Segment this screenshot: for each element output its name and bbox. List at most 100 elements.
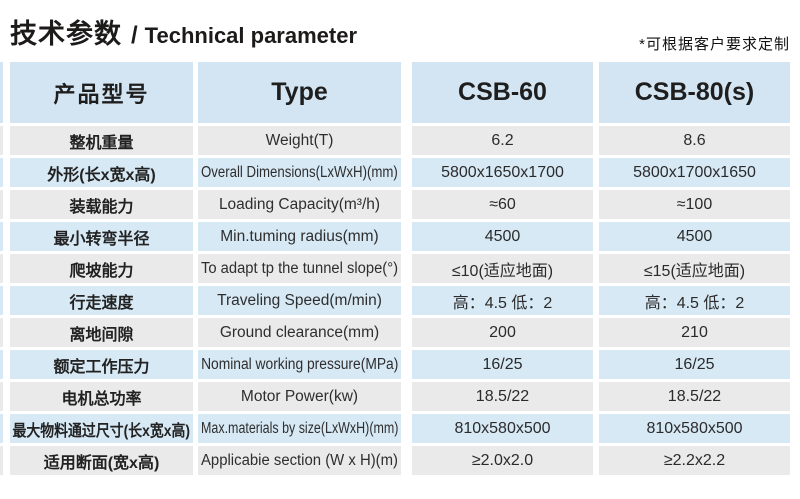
spec-row-value-csb-80s: 8.6 — [599, 126, 790, 155]
page-title: 技术参数 / Technical parameter — [10, 12, 357, 51]
spec-row-zh-label: 整机重量 — [69, 134, 134, 152]
spec-value-csb-80s: 4500 — [676, 227, 713, 245]
spec-row-en-label-cell: Nominal working pressure(MPa) — [198, 350, 401, 379]
spec-row-zh-label: 离地间隙 — [69, 326, 134, 344]
strip-row-block — [0, 286, 3, 315]
spec-value-csb-80s: 8.6 — [683, 131, 706, 149]
spec-value-csb-60: 200 — [489, 323, 516, 341]
spec-row-value-csb-80s: 5800x1700x1650 — [599, 158, 790, 187]
spec-row-zh-label: 适用断面(宽x高) — [43, 454, 160, 472]
spec-value-csb-80s: ≤15(适应地面) — [643, 262, 746, 280]
spec-row-zh-label-cell: 最小转弯半径 — [10, 222, 193, 251]
spec-row-value-csb-60: 高：4.5 低：2 — [412, 286, 593, 315]
spec-row-zh-label: 电机总功率 — [61, 390, 142, 408]
spec-value-csb-60: ≥2.0x2.0 — [471, 451, 534, 469]
spec-value-csb-60: 5800x1650x1700 — [441, 163, 564, 181]
spec-row-en-label: To adapt tp the tunnel slope(°) — [200, 259, 399, 277]
spec-row-value-csb-60: 6.2 — [412, 126, 593, 155]
spec-row-value-csb-60: 18.5/22 — [412, 382, 593, 411]
page-title-separator: / — [131, 22, 138, 49]
spec-row-value-csb-60: 5800x1650x1700 — [412, 158, 593, 187]
header-label-csb-80s: CSB-80(s) — [634, 78, 755, 106]
header-label-product-model: 产品型号 — [53, 81, 150, 107]
spec-row-en-label: Loading Capacity(m³/h) — [218, 195, 381, 213]
technical-parameter-table: 产品型号 Type CSB-60 CSB-80(s) 整机重量 Weight(T… — [10, 62, 790, 475]
spec-row-value-csb-80s: ≈100 — [599, 190, 790, 219]
spec-row-zh-label-cell: 额定工作压力 — [10, 350, 193, 379]
strip-row-block — [0, 350, 3, 379]
spec-row-value-csb-60: 4500 — [412, 222, 593, 251]
spec-row-en-label: Min.tuming radius(mm) — [220, 227, 379, 245]
spec-row-zh-label-cell: 爬坡能力 — [10, 254, 193, 283]
spec-row-value-csb-80s: ≥2.2x2.2 — [599, 446, 790, 475]
spec-row-zh-label-cell: 行走速度 — [10, 286, 193, 315]
strip-row-block — [0, 190, 3, 219]
spec-row-en-label: Motor Power(kw) — [240, 387, 359, 405]
spec-row-en-label-cell: Traveling Speed(m/min) — [198, 286, 401, 315]
spec-row-zh-label: 最大物料通过尺寸(长x宽x高) — [12, 422, 191, 440]
spec-value-csb-60: 高：4.5 低：2 — [452, 294, 553, 312]
header-cell-csb-60: CSB-60 — [412, 62, 593, 123]
spec-row-zh-label: 外形(长x宽x高) — [47, 166, 156, 184]
spec-row-value-csb-80s: 16/25 — [599, 350, 790, 379]
spec-row-en-label: Ground clearance(mm) — [219, 323, 380, 341]
spec-value-csb-60: ≈60 — [489, 195, 516, 213]
spec-row-zh-label-cell: 外形(长x宽x高) — [10, 158, 193, 187]
spec-row-en-label-cell: Min.tuming radius(mm) — [198, 222, 401, 251]
spec-row-zh-label: 行走速度 — [69, 294, 134, 312]
spec-value-csb-60: 16/25 — [482, 355, 523, 373]
spec-row-en-label-cell: Max.materials by size(LxWxH)(mm) — [198, 414, 401, 443]
spec-value-csb-60: 6.2 — [491, 131, 514, 149]
spec-row-zh-label: 最小转弯半径 — [53, 230, 150, 248]
spec-row-value-csb-80s: ≤15(适应地面) — [599, 254, 790, 283]
page-title-en: Technical parameter — [144, 23, 358, 48]
header-cell-product-model: 产品型号 — [10, 62, 193, 123]
spec-row-en-label: Max.materials by size(LxWxH)(mm) — [200, 419, 399, 437]
header-cell-type: Type — [198, 62, 401, 123]
spec-row-zh-label-cell: 离地间隙 — [10, 318, 193, 347]
spec-row-value-csb-60: 200 — [412, 318, 593, 347]
header-label-type: Type — [271, 78, 328, 106]
spec-row-en-label-cell: To adapt tp the tunnel slope(°) — [198, 254, 401, 283]
spec-row-value-csb-80s: 810x580x500 — [599, 414, 790, 443]
spec-row-value-csb-60: ≈60 — [412, 190, 593, 219]
spec-value-csb-60: 18.5/22 — [475, 387, 530, 405]
spec-row-value-csb-80s: 高：4.5 低：2 — [599, 286, 790, 315]
spec-value-csb-80s: 18.5/22 — [667, 387, 722, 405]
spec-value-csb-80s: ≈100 — [676, 195, 713, 213]
spec-value-csb-80s: 5800x1700x1650 — [633, 163, 756, 181]
strip-row-block — [0, 222, 3, 251]
spec-row-zh-label: 装载能力 — [69, 198, 134, 216]
strip-row-block — [0, 414, 3, 443]
spec-row-en-label-cell: Loading Capacity(m³/h) — [198, 190, 401, 219]
strip-row-block — [0, 318, 3, 347]
spec-row-value-csb-80s: 210 — [599, 318, 790, 347]
spec-row-zh-label-cell: 电机总功率 — [10, 382, 193, 411]
spec-row-zh-label-cell: 整机重量 — [10, 126, 193, 155]
spec-row-value-csb-60: 810x580x500 — [412, 414, 593, 443]
spec-value-csb-80s: 16/25 — [674, 355, 715, 373]
spec-value-csb-60: 4500 — [484, 227, 521, 245]
spec-row-en-label: Traveling Speed(m/min) — [217, 291, 382, 309]
customization-note: *可根据客户要求定制 — [639, 36, 790, 53]
spec-row-zh-label: 爬坡能力 — [69, 262, 134, 280]
spec-row-en-label: Overall Dimensions(LxWxH)(mm) — [201, 163, 398, 181]
spec-value-csb-80s: 210 — [681, 323, 708, 341]
strip-row-block — [0, 126, 3, 155]
spec-row-en-label-cell: Ground clearance(mm) — [198, 318, 401, 347]
spec-row-en-label-cell: Overall Dimensions(LxWxH)(mm) — [198, 158, 401, 187]
spec-row-en-label: Nominal working pressure(MPa) — [200, 355, 399, 373]
spec-row-zh-label-cell: 适用断面(宽x高) — [10, 446, 193, 475]
spec-row-en-label: Weight(T) — [265, 131, 334, 149]
page-title-zh: 技术参数 — [10, 19, 122, 49]
spec-value-csb-80s: 810x580x500 — [646, 419, 743, 437]
header-label-csb-60: CSB-60 — [458, 78, 547, 106]
cropped-left-column-strip — [0, 62, 3, 478]
spec-row-value-csb-60: ≥2.0x2.0 — [412, 446, 593, 475]
strip-row-block — [0, 158, 3, 187]
spec-row-zh-label-cell: 装载能力 — [10, 190, 193, 219]
spec-row-value-csb-60: 16/25 — [412, 350, 593, 379]
strip-row-block — [0, 254, 3, 283]
spec-row-en-label-cell: Weight(T) — [198, 126, 401, 155]
spec-row-value-csb-60: ≤10(适应地面) — [412, 254, 593, 283]
